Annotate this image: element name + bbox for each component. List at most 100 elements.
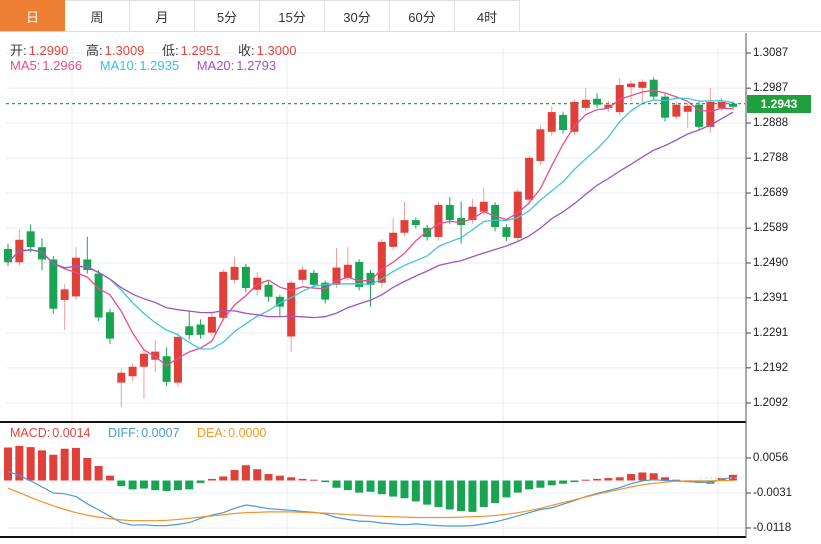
macd-bar (661, 477, 670, 481)
macd-bar (151, 480, 160, 491)
tab-month[interactable]: 月 (130, 0, 195, 31)
candle-body (559, 114, 568, 131)
ma5-line (7, 89, 734, 367)
candle-body (60, 289, 69, 300)
high-value: 1.3009 (104, 43, 145, 58)
candle-body (706, 101, 715, 127)
macd-bar (366, 480, 375, 492)
price-axis-tick: 1.2888 (753, 117, 789, 129)
macd-bar (559, 480, 568, 484)
macd-bar (287, 477, 296, 481)
candle-body (321, 282, 330, 300)
tab-60min[interactable]: 60分 (390, 0, 455, 31)
tab-day[interactable]: 日 (0, 0, 65, 31)
candle-body (49, 259, 58, 309)
close-label: 收: (238, 43, 255, 58)
candle-body (423, 227, 432, 237)
tab-30min[interactable]: 30分 (325, 0, 390, 31)
macd-bar (241, 465, 250, 481)
macd-bar (649, 473, 658, 481)
candle-body (139, 353, 148, 367)
candle-body (502, 227, 511, 237)
candle-body (105, 312, 114, 339)
macd-bar (536, 480, 545, 488)
macd-bar (547, 480, 556, 486)
candle-body (434, 204, 443, 237)
macd-bar (4, 447, 12, 481)
price-axis-tick: 1.2391 (753, 291, 789, 304)
price-axis-tick: 1.2291 (753, 327, 789, 339)
candle-body (638, 81, 647, 88)
macd-axis-tick: 0.0056 (753, 451, 789, 464)
macd-bar (389, 480, 398, 497)
candle-body (71, 257, 80, 297)
ma20-line (7, 111, 734, 319)
macd-bar (355, 480, 364, 493)
candle-body (627, 83, 636, 88)
macd-bar (672, 479, 681, 481)
macd-bar (434, 480, 443, 508)
candle-body (332, 267, 341, 285)
candle-body (207, 316, 216, 333)
ma10-line (7, 97, 734, 350)
price-axis-tick: 1.2689 (753, 187, 789, 199)
candle-body (275, 296, 284, 307)
macd-bar (468, 480, 477, 512)
high-label: 高: (86, 43, 103, 58)
candle-body (230, 266, 239, 280)
ma20-label: MA20: (196, 58, 235, 73)
dea-label: DEA: (196, 426, 227, 440)
candle-body (525, 157, 534, 200)
candle-body (26, 231, 35, 248)
macd-bar (627, 474, 636, 481)
macd-bar (162, 480, 171, 491)
macd-bar (445, 480, 454, 510)
macd-bar (593, 478, 602, 481)
macd-bar (581, 479, 590, 481)
price-axis-tick: 1.2987 (753, 82, 789, 95)
candle-body (729, 103, 737, 107)
candle-body (513, 191, 522, 239)
low-label: 低: (162, 43, 179, 58)
macd-bar (729, 474, 737, 481)
current-price-tag: 1.2943 (747, 94, 811, 113)
macd-bar (321, 480, 330, 483)
ma20-value: 1.2793 (236, 58, 277, 73)
diff-label: DIFF: (108, 426, 140, 440)
dea-line (7, 479, 733, 522)
candle-body (162, 356, 171, 382)
macd-bar (94, 466, 103, 481)
open-label: 开: (10, 43, 27, 58)
candle-body (241, 266, 250, 288)
tab-4hour[interactable]: 4时 (455, 0, 520, 31)
candle-body (683, 105, 692, 112)
price-axis-tick: 1.2589 (753, 222, 789, 235)
macd-bar (275, 475, 284, 481)
candle-body (593, 98, 602, 105)
candle-body (366, 272, 375, 285)
candle-body (309, 272, 318, 285)
candle-body (298, 269, 307, 280)
macd-bar (83, 457, 92, 481)
macd-axis-tick: -0.0118 (753, 521, 792, 534)
macd-axis-tick: -0.0031 (753, 486, 793, 499)
macd-value: 0.0014 (52, 426, 91, 440)
candle-body (173, 336, 182, 383)
diff-line (7, 471, 734, 527)
macd-bar (49, 454, 58, 481)
candle-body (4, 248, 12, 263)
macd-bar (173, 480, 182, 491)
macd-bar (570, 480, 579, 483)
candle-body (536, 129, 545, 161)
macd-bar (128, 480, 137, 490)
macd-bar (491, 480, 500, 504)
macd-bar (253, 469, 262, 481)
tab-5min[interactable]: 5分 (195, 0, 260, 31)
ma-readout: MA5: 1.2966 MA10: 1.2935 MA20: 1.2793 (10, 58, 290, 73)
tab-week[interactable]: 周 (65, 0, 130, 31)
candle-body (479, 201, 488, 212)
candle-body (717, 101, 726, 108)
tab-15min[interactable]: 15分 (260, 0, 325, 31)
